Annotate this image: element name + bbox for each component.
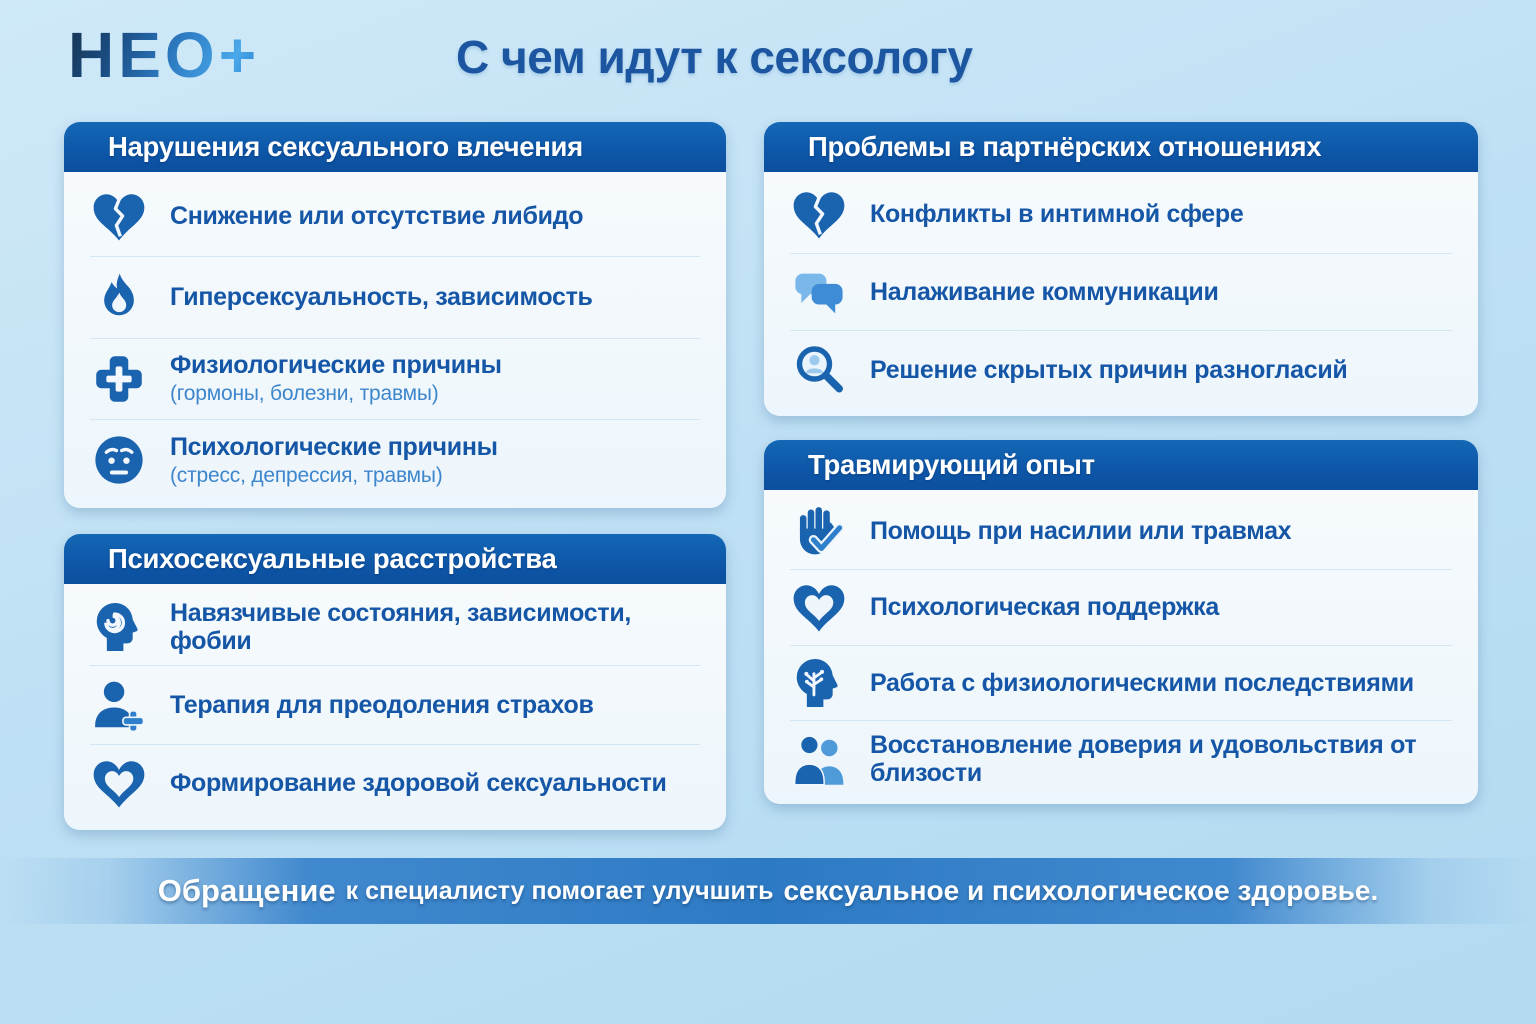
chat-bubbles-icon	[790, 267, 848, 317]
list-item: Восстановление доверия и удовольствия от…	[790, 720, 1452, 796]
magnifier-person-icon	[790, 343, 848, 397]
banner-lead-text: Обращение	[157, 873, 336, 908]
broken-heart-icon	[790, 188, 848, 240]
item-label: Конфликты в интимной сфере	[870, 200, 1244, 229]
list-item: Снижение или отсутствие либидо	[90, 176, 700, 256]
list-item: Психологические причины (стресс, депресс…	[90, 418, 700, 500]
flame-icon	[90, 271, 148, 323]
brand-logo: НЕО+	[68, 19, 261, 91]
card-sexual-desire-disorders: Нарушения сексуального влечения Снижение…	[64, 122, 726, 508]
item-label: Помощь при насилии или травмах	[870, 517, 1292, 546]
list-item: Налаживание коммуникации	[790, 252, 1452, 331]
list-item: Помощь при насилии или травмах	[790, 494, 1452, 569]
item-label: Восстановление доверия и удовольствия от…	[870, 730, 1417, 787]
list-item: Конфликты в интимной сфере	[790, 176, 1452, 253]
card-psychosexual-disorders: Психосексуальные расстройства Навязчивые…	[64, 534, 726, 830]
banner-middle-text: к специалисту помогает улучшить	[345, 876, 774, 905]
item-label: Гиперсексуальность, зависимость	[170, 283, 593, 312]
card-header: Психосексуальные расстройства	[64, 534, 726, 584]
card-header: Проблемы в партнёрских отношениях	[764, 122, 1478, 172]
item-label: Психологические причины	[170, 432, 498, 461]
card-body: Помощь при насилии или травмах Психологи…	[764, 490, 1478, 804]
head-spiral-icon	[90, 599, 148, 655]
list-item: Навязчивые состояния, зависимости, фобии	[90, 588, 700, 665]
list-item: Работа с физиологическими последствиями	[790, 644, 1452, 721]
page-title: С чем идут к сексологу	[456, 31, 973, 83]
item-sublabel: (стресс, депрессия, травмы)	[170, 463, 443, 487]
item-label: Терапия для преодоления страхов	[170, 690, 594, 719]
item-label: Налаживание коммуникации	[870, 278, 1219, 306]
item-label: Снижение или отсутствие либидо	[170, 202, 584, 231]
worried-face-icon	[90, 433, 148, 487]
list-item: Терапия для преодоления страхов	[90, 665, 700, 743]
heart-in-heart-icon	[790, 581, 848, 633]
card-header: Травмирующий опыт	[764, 440, 1478, 490]
list-item: Физиологические причины (гормоны, болезн…	[90, 337, 700, 419]
card-body: Навязчивые состояния, зависимости, фобии…	[64, 584, 726, 830]
item-label: Решение скрытых причин разногласий	[870, 355, 1348, 384]
heart-in-heart-icon	[90, 757, 148, 809]
hand-stop-check-icon	[790, 504, 848, 558]
list-item: Гиперсексуальность, зависимость	[90, 256, 700, 337]
medical-cross-icon	[90, 352, 148, 406]
banner-emphasis-text: сексуальное и психологическое здоровье.	[783, 875, 1379, 906]
item-label: Физиологические причины	[170, 351, 502, 380]
couple-embrace-icon	[790, 732, 848, 786]
item-label: Навязчивые состояния, зависимости, фобии	[170, 598, 632, 655]
person-plus-icon	[90, 677, 148, 733]
card-header: Нарушения сексуального влечения	[64, 122, 726, 172]
card-body: Конфликты в интимной сфере Налаживание к…	[764, 172, 1478, 416]
item-label: Психологическая поддержка	[870, 593, 1219, 622]
item-label: Формирование здоровой сексуальности	[170, 769, 667, 798]
footer-banner: Обращение к специалисту помогает улучшит…	[0, 858, 1536, 924]
card-partner-relationship-problems: Проблемы в партнёрских отношениях Конфли…	[764, 122, 1478, 416]
card-body: Снижение или отсутствие либидо Гиперсекс…	[64, 172, 726, 508]
list-item: Формирование здоровой сексуальности	[90, 743, 700, 822]
broken-heart-icon	[90, 190, 148, 242]
list-item: Психологическая поддержка	[790, 568, 1452, 645]
head-tree-icon	[790, 655, 848, 711]
card-traumatic-experience: Травмирующий опыт Помощь при насилии или…	[764, 440, 1478, 804]
item-label: Работа с физиологическими последствиями	[870, 668, 1414, 697]
item-sublabel: (гормоны, болезни, травмы)	[170, 382, 439, 406]
list-item: Решение скрытых причин разногласий	[790, 330, 1452, 408]
